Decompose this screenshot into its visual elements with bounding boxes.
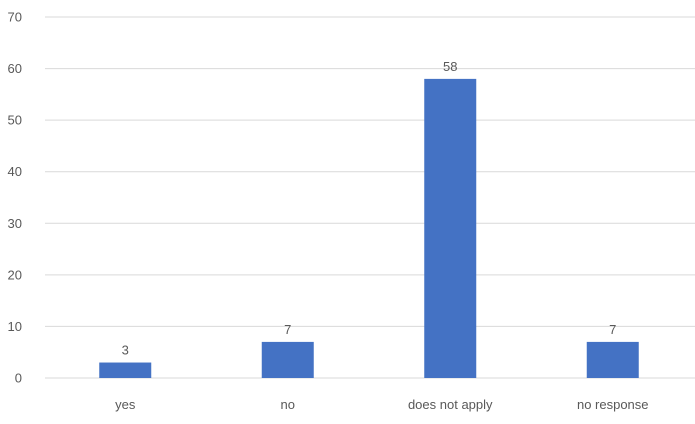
y-tick-label: 20 xyxy=(8,267,22,282)
x-category-label: no xyxy=(281,397,295,412)
y-tick-label: 30 xyxy=(8,216,22,231)
bar-no-response xyxy=(586,341,639,378)
bars xyxy=(99,78,639,378)
bar-yes xyxy=(99,362,152,378)
y-tick-label: 40 xyxy=(8,164,22,179)
data-label: 7 xyxy=(284,322,291,337)
x-category-label: does not apply xyxy=(408,397,493,412)
data-label: 3 xyxy=(122,343,129,358)
x-category-label: no response xyxy=(577,397,649,412)
data-labels: 3 7 58 7 xyxy=(122,59,617,358)
y-tick-label: 60 xyxy=(8,61,22,76)
bar-does-not-apply xyxy=(424,78,477,378)
data-label: 58 xyxy=(443,59,457,74)
gridlines xyxy=(45,16,695,379)
bar-no xyxy=(261,341,314,378)
y-tick-label: 70 xyxy=(8,10,22,25)
data-label: 7 xyxy=(609,322,616,337)
x-axis-category-labels: yes no does not apply no response xyxy=(115,397,648,412)
x-category-label: yes xyxy=(115,397,136,412)
y-tick-label: 50 xyxy=(8,113,22,128)
y-tick-label: 10 xyxy=(8,319,22,334)
y-axis-tick-labels: 0 10 20 30 40 50 60 70 xyxy=(8,10,22,386)
y-tick-label: 0 xyxy=(15,371,22,386)
